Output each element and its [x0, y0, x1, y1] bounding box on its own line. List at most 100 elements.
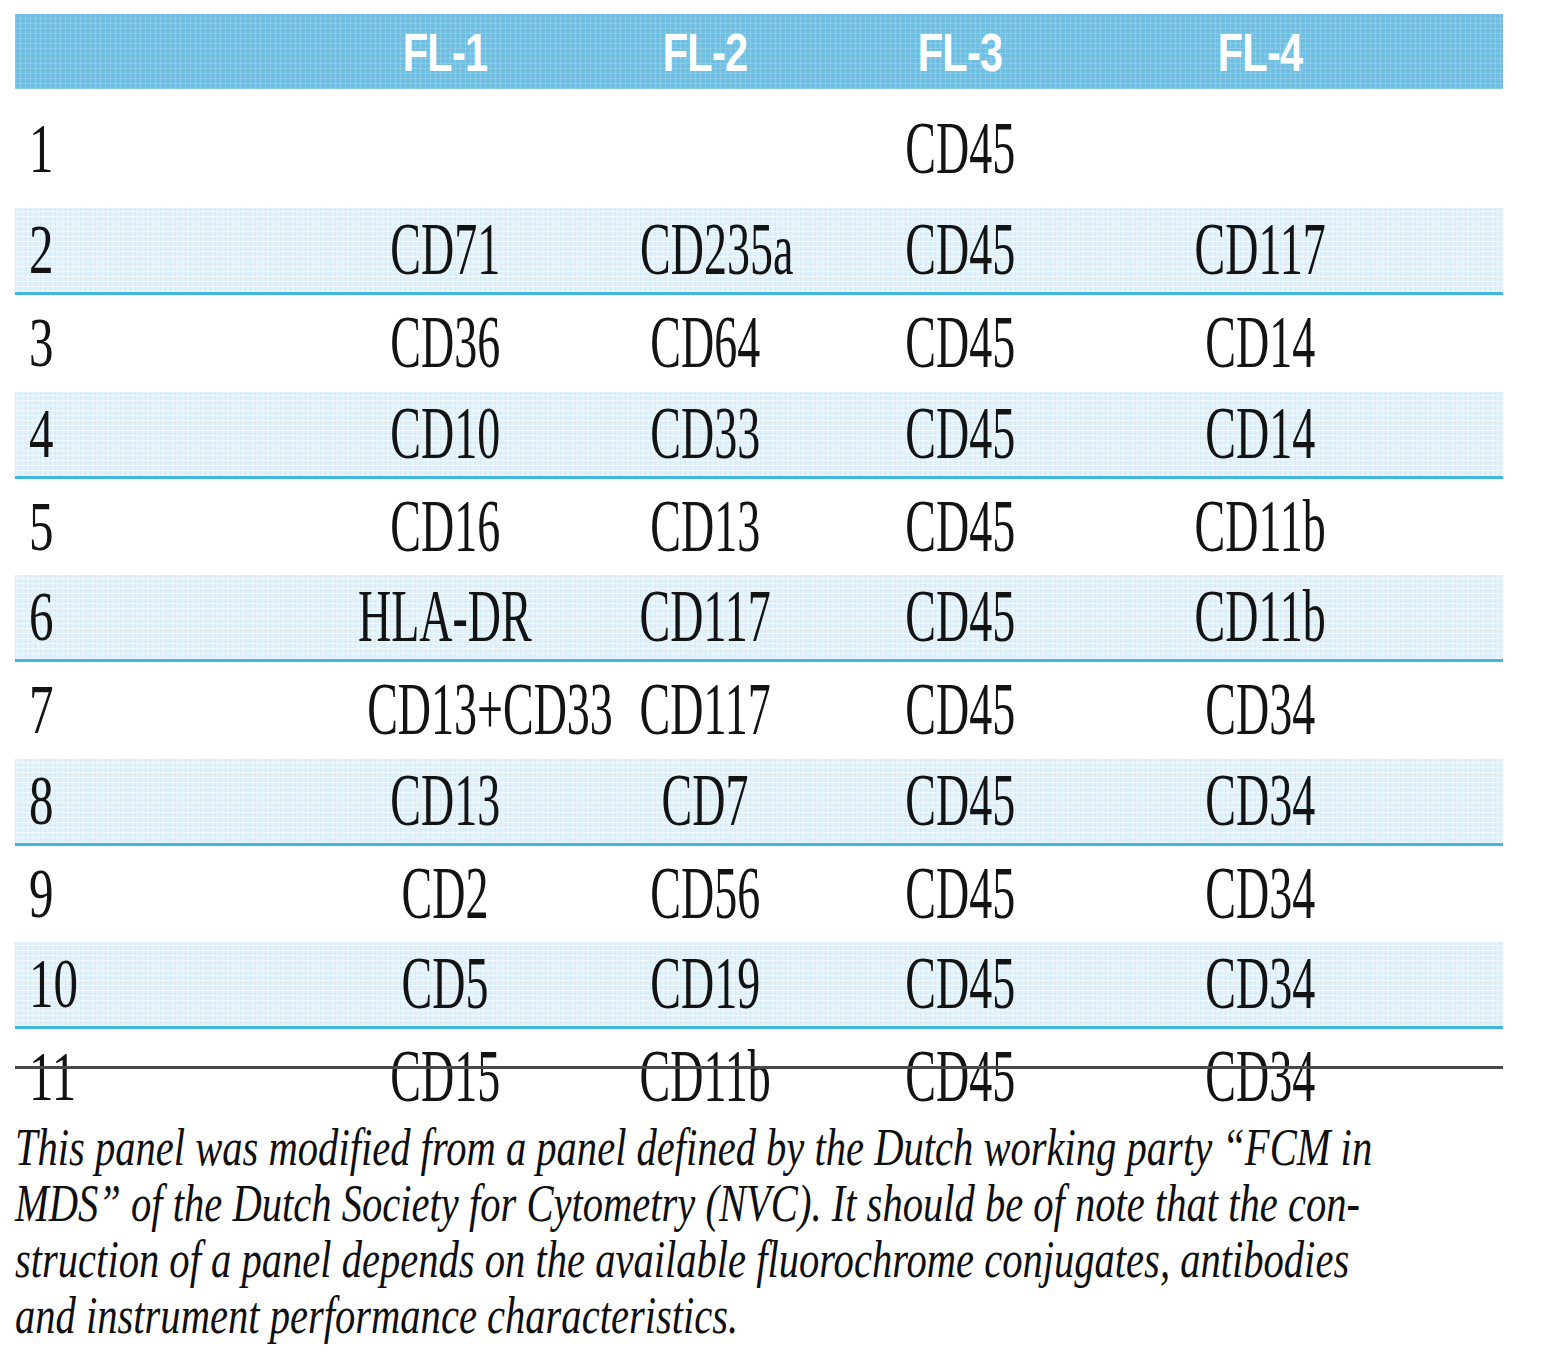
marker-label: CD34 — [1205, 942, 1315, 1026]
cell-fl3: CD45 — [815, 392, 1105, 478]
row-number-cell: 8 — [15, 759, 295, 845]
cell-fl1: CD36 — [295, 294, 595, 392]
marker-label: CD45 — [905, 301, 1015, 385]
cell-filler — [1415, 89, 1503, 208]
marker-label: CD45 — [905, 575, 1015, 659]
marker-label: CD45 — [905, 759, 1015, 843]
table-row: 5 CD16 CD13 CD45 CD11b — [15, 477, 1503, 575]
cell-fl4: CD117 — [1105, 208, 1415, 294]
marker-label: CD13 — [650, 485, 760, 569]
cell-fl2 — [595, 89, 815, 208]
marker-label: CD235a — [640, 208, 793, 292]
row-number: 10 — [29, 944, 78, 1024]
marker-label: CD34 — [1205, 668, 1315, 752]
marker-label: CD16 — [390, 485, 500, 569]
row-number: 6 — [29, 577, 54, 657]
row-number: 8 — [29, 761, 54, 841]
cell-fl4: CD34 — [1105, 844, 1415, 942]
header-empty-cell — [15, 14, 295, 89]
marker-label: HLA-DR — [358, 575, 532, 659]
header-fl2-label: FL-2 — [663, 21, 748, 83]
footnote-line: and instrument performance characteristi… — [15, 1288, 1211, 1344]
marker-label: CD7 — [662, 759, 749, 843]
cell-fl1: CD10 — [295, 392, 595, 478]
marker-label: CD56 — [650, 852, 760, 936]
divider-rule — [15, 1066, 1503, 1069]
row-number-cell: 9 — [15, 844, 295, 942]
footnote-line: struction of a panel depends on the avai… — [15, 1232, 1211, 1288]
cell-fl2: CD56 — [595, 844, 815, 942]
marker-label: CD34 — [1205, 759, 1315, 843]
row-number: 2 — [29, 210, 54, 290]
marker-label: CD117 — [1194, 208, 1325, 292]
cell-fl1: CD13 — [295, 759, 595, 845]
cell-fl2: CD64 — [595, 294, 815, 392]
row-number-cell: 3 — [15, 294, 295, 392]
flow-cytometry-panel-table: FL-1 FL-2 FL-3 FL-4 1 CD45 2 CD71 CD235a… — [15, 14, 1503, 1126]
cell-filler — [1415, 208, 1503, 294]
table-row: 8 CD13 CD7 CD45 CD34 — [15, 759, 1503, 845]
header-fl4: FL-4 — [1105, 14, 1415, 89]
header-filler-cell — [1415, 14, 1503, 89]
header-fl4-label: FL-4 — [1218, 21, 1303, 83]
cell-fl2: CD33 — [595, 392, 815, 478]
cell-fl2: CD117 — [595, 575, 815, 661]
cell-fl2: CD19 — [595, 942, 815, 1028]
marker-label: CD45 — [905, 208, 1015, 292]
row-number: 5 — [29, 487, 54, 567]
cell-fl2: CD11b — [595, 1028, 815, 1126]
header-fl3: FL-3 — [815, 14, 1105, 89]
table-row: 6 HLA-DR CD117 CD45 CD11b — [15, 575, 1503, 661]
marker-label: CD45 — [905, 1035, 1015, 1119]
cell-filler — [1415, 844, 1503, 942]
cell-fl1: CD2 — [295, 844, 595, 942]
cell-fl1: HLA-DR — [295, 575, 595, 661]
cell-fl3: CD45 — [815, 208, 1105, 294]
table-header-row: FL-1 FL-2 FL-3 FL-4 — [15, 14, 1503, 89]
table-row: 4 CD10 CD33 CD45 CD14 — [15, 392, 1503, 478]
row-number-cell: 4 — [15, 392, 295, 478]
cell-fl3: CD45 — [815, 1028, 1105, 1126]
cell-filler — [1415, 759, 1503, 845]
cell-filler — [1415, 942, 1503, 1028]
marker-label: CD45 — [905, 107, 1015, 191]
cell-fl2: CD235a — [595, 208, 815, 294]
row-number: 7 — [29, 670, 54, 750]
marker-label: CD11b — [1194, 485, 1325, 569]
row-number-cell: 2 — [15, 208, 295, 294]
row-number-cell: 7 — [15, 661, 295, 759]
cell-fl3: CD45 — [815, 575, 1105, 661]
row-number-cell: 6 — [15, 575, 295, 661]
marker-label: CD117 — [639, 575, 770, 659]
cell-filler — [1415, 661, 1503, 759]
footnote-line: MDS” of the Dutch Society for Cytometry … — [15, 1176, 1211, 1232]
table-row: 2 CD71 CD235a CD45 CD117 — [15, 208, 1503, 294]
cell-fl4: CD14 — [1105, 392, 1415, 478]
row-number: 4 — [29, 394, 54, 474]
cell-fl1: CD13+CD33 — [295, 661, 595, 759]
row-number-cell: 11 — [15, 1028, 295, 1126]
cell-filler — [1415, 1028, 1503, 1126]
cell-fl1 — [295, 89, 595, 208]
cell-fl1: CD5 — [295, 942, 595, 1028]
cell-fl4 — [1105, 89, 1415, 208]
cell-fl3: CD45 — [815, 661, 1105, 759]
table-row: 1 CD45 — [15, 89, 1503, 208]
marker-label: CD5 — [402, 942, 489, 1026]
row-number: 3 — [29, 303, 54, 383]
header-fl1-label: FL-1 — [403, 21, 488, 83]
cell-fl2: CD13 — [595, 477, 815, 575]
cell-fl3: CD45 — [815, 759, 1105, 845]
footnote: This panel was modified from a panel def… — [15, 1120, 1548, 1344]
header-fl2: FL-2 — [595, 14, 815, 89]
cell-fl4: CD11b — [1105, 477, 1415, 575]
marker-label: CD45 — [905, 942, 1015, 1026]
marker-label: CD10 — [390, 392, 500, 476]
marker-label: CD11b — [639, 1035, 770, 1119]
cell-fl4: CD11b — [1105, 575, 1415, 661]
cell-filler — [1415, 477, 1503, 575]
cell-fl4: CD34 — [1105, 942, 1415, 1028]
marker-label: CD45 — [905, 392, 1015, 476]
marker-label: CD11b — [1194, 575, 1325, 659]
marker-label: CD45 — [905, 852, 1015, 936]
